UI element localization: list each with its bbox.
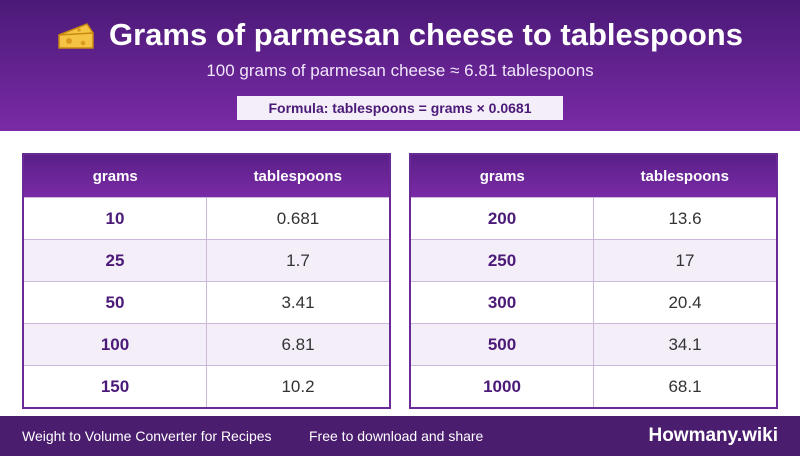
cell: 1.7 xyxy=(206,239,390,282)
title: Grams of parmesan cheese to tablespoons xyxy=(109,17,743,52)
row: 300 20.4 xyxy=(410,281,777,324)
cell: 6.81 xyxy=(206,323,390,366)
cell: 100 xyxy=(23,323,207,366)
table: grams tablespoons 10 0.681 25 1.7 50 3.41 100 6.8… xyxy=(22,153,391,409)
cell: 34.1 xyxy=(593,323,777,366)
footer-text: Free to download and share xyxy=(309,428,484,444)
formula: Formula: tablespoons = grams × 0.0681 xyxy=(237,96,563,120)
cell: 25 xyxy=(23,239,207,282)
cell: 3.41 xyxy=(206,281,390,324)
row: 50 3.41 xyxy=(23,281,390,324)
row: 250 17 xyxy=(410,239,777,282)
row: 150 10.2 xyxy=(23,365,390,408)
cell: 200 xyxy=(410,197,594,240)
cell: 0.681 xyxy=(206,197,390,240)
cell: 300 xyxy=(410,281,594,324)
cell: 68.1 xyxy=(593,365,777,408)
header-row: grams tablespoons xyxy=(410,154,777,198)
cell: 500 xyxy=(410,323,594,366)
cell: 10.2 xyxy=(206,365,390,408)
row: 25 1.7 xyxy=(23,239,390,282)
cell: 20.4 xyxy=(593,281,777,324)
table: grams tablespoons 200 13.6 250 17 300 20.4 500 34… xyxy=(409,153,778,409)
row: 10 0.681 xyxy=(23,197,390,240)
column-header: grams xyxy=(23,154,207,198)
cell: 250 xyxy=(410,239,594,282)
row: 200 13.6 xyxy=(410,197,777,240)
column-header: tablespoons xyxy=(593,154,777,198)
footer: Weight to Volume Converter for Recipes F… xyxy=(0,416,800,456)
cell: 13.6 xyxy=(593,197,777,240)
cheese-icon xyxy=(58,23,94,49)
row: 1000 68.1 xyxy=(410,365,777,408)
cell: 10 xyxy=(23,197,207,240)
cell: 50 xyxy=(23,281,207,324)
header: Grams of parmesan cheese to tablespoons … xyxy=(0,0,800,131)
cell: 17 xyxy=(593,239,777,282)
title-row: Grams of parmesan cheese to tablespoons xyxy=(0,17,800,53)
subtitle: 100 grams of parmesan cheese ≈ 6.81 tabl… xyxy=(206,61,594,80)
footer-text: Weight to Volume Converter for Recipes xyxy=(22,428,272,444)
row: 100 6.81 xyxy=(23,323,390,366)
cell: 1000 xyxy=(410,365,594,408)
brand: Howmany.wiki xyxy=(648,425,778,446)
column-header: grams xyxy=(410,154,594,198)
header-row: grams tablespoons xyxy=(23,154,390,198)
row: 500 34.1 xyxy=(410,323,777,366)
cell: 150 xyxy=(23,365,207,408)
column-header: tablespoons xyxy=(206,154,390,198)
